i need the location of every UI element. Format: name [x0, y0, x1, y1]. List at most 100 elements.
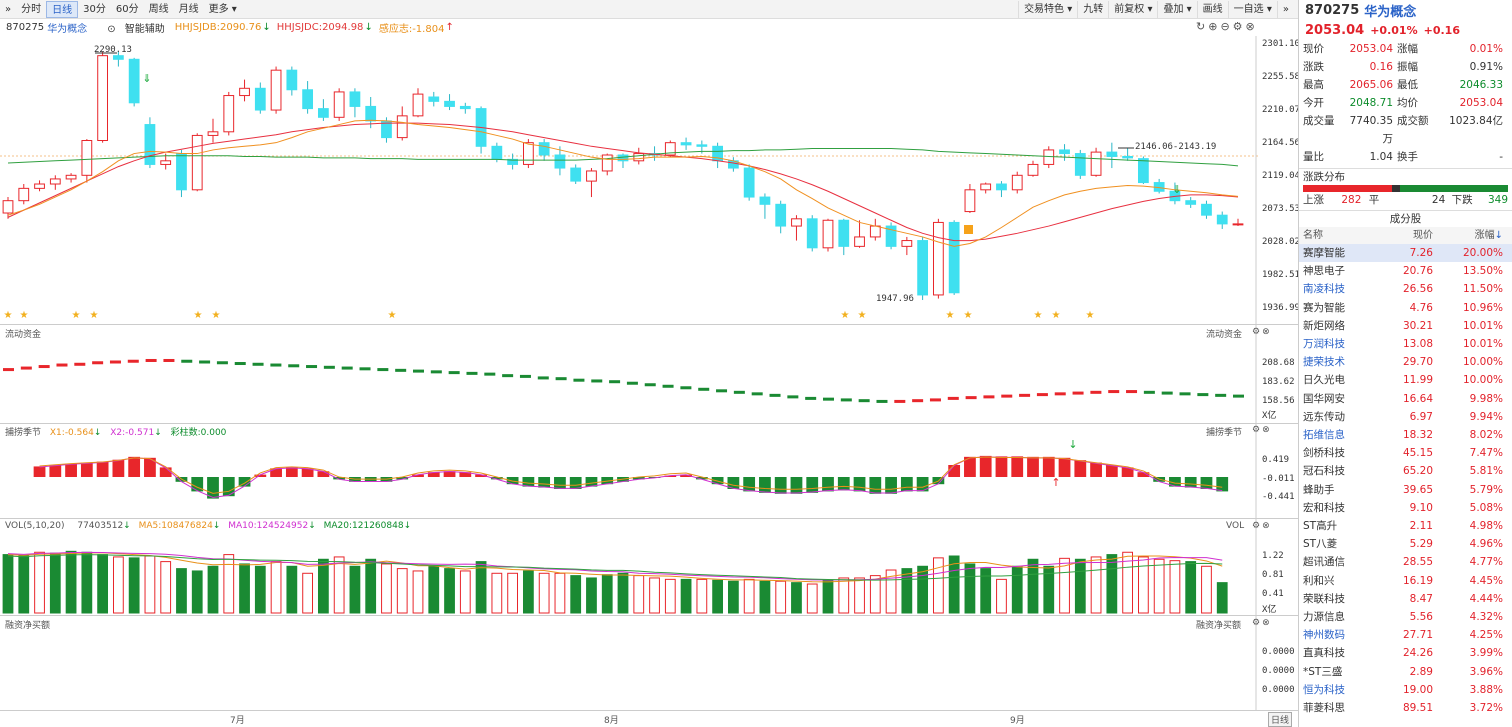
flow-segment [1233, 394, 1244, 398]
stock-row[interactable]: 神思电子 20.76 13.50% [1299, 262, 1512, 280]
tab-more[interactable]: 更多 ▾ [208, 3, 237, 15]
draw-button[interactable]: 画线 [1196, 1, 1228, 18]
assist-toggle[interactable]: ⊙ 智能辅助 [101, 20, 165, 35]
zoom-out-icon[interactable]: ⊖ [1220, 20, 1233, 33]
stock-row[interactable]: 菲菱科思 89.51 3.72% [1299, 699, 1512, 717]
col-pct[interactable]: 涨幅↓ [1433, 227, 1503, 244]
stock-row[interactable]: 国华网安 16.64 9.98% [1299, 390, 1512, 408]
flow-segment [216, 361, 228, 365]
capture-bar [632, 477, 645, 480]
candle-body [743, 167, 755, 198]
stock-row[interactable]: 南凌科技 26.56 11.50% [1299, 280, 1512, 298]
quote-k2-0: 涨幅 [1397, 43, 1418, 55]
capture-bar [869, 477, 882, 494]
tab-60min[interactable]: 60分 [115, 3, 139, 15]
stock-row[interactable]: 宏和科技 9.10 5.08% [1299, 499, 1512, 517]
stock-row[interactable]: 赛为智能 4.76 10.96% [1299, 299, 1512, 317]
stock-row[interactable]: 直真科技 24.26 3.99% [1299, 644, 1512, 662]
candle-body [696, 144, 708, 147]
stock-row[interactable]: 赛摩智能 7.26 20.00% [1299, 244, 1512, 263]
volume-bar [223, 554, 235, 614]
stock-row[interactable]: 拓维信息 18.32 8.02% [1299, 426, 1512, 444]
tab-daily[interactable]: 日线 [46, 0, 79, 18]
close-icon[interactable]: ⊗ [1262, 618, 1272, 628]
stock-price: 65.20 [1402, 465, 1433, 478]
flow-segment [1179, 392, 1191, 396]
overlay-button[interactable]: 叠加 ▾ [1157, 1, 1196, 18]
volume-bar [522, 570, 534, 614]
trade-feature-button[interactable]: 交易特色 ▾ [1018, 1, 1077, 18]
volume-bar [396, 568, 408, 614]
refresh-icon[interactable]: ↻ [1196, 20, 1209, 33]
flow-segment [502, 374, 514, 378]
stock-row[interactable]: 远东传动 6.97 9.94% [1299, 408, 1512, 426]
settings-icon[interactable]: ⚙ [1252, 327, 1263, 337]
jiuzhuan-button[interactable]: 九转 [1077, 1, 1108, 18]
tab-weekly[interactable]: 周线 [148, 3, 169, 15]
divider [0, 423, 1298, 424]
candle-body [1027, 163, 1039, 176]
quote-k1-4: 成交量 [1303, 115, 1335, 127]
stock-row[interactable]: 冠石科技 65.20 5.81% [1299, 462, 1512, 480]
indicator-hhjsjdb: HHJSJDB:2090.76 [174, 21, 262, 33]
stock-row[interactable]: 力源信息 5.56 4.32% [1299, 608, 1512, 626]
settings-icon[interactable]: ⚙ [1252, 521, 1263, 531]
stock-row[interactable]: 利和兴 16.19 4.45% [1299, 572, 1512, 590]
stock-row[interactable]: ST高升 2.11 4.98% [1299, 517, 1512, 535]
flow-label-right: 流动资金 [1206, 330, 1243, 340]
volume-bar [791, 582, 802, 614]
tab-30min[interactable]: 30分 [83, 3, 106, 15]
stock-row[interactable]: 蜂助手 39.65 5.79% [1299, 481, 1512, 499]
collapse-panel-icon[interactable]: » [1276, 1, 1294, 18]
settings-icon[interactable]: ⚙ [1252, 425, 1263, 435]
stock-row[interactable]: 恒为科技 19.00 3.88% [1299, 681, 1512, 699]
stock-row[interactable]: 超讯通信 28.55 4.77% [1299, 553, 1512, 571]
adjust-button[interactable]: 前复权 ▾ [1108, 1, 1157, 18]
flow-segment [698, 387, 710, 391]
watchlist-button[interactable]: 一自选 ▾ [1227, 1, 1277, 18]
flow-panel-controls: ⚙⊗ [1252, 327, 1272, 337]
close-icon[interactable]: ⊗ [1245, 20, 1258, 33]
vol-axis-1: 0.81 [1262, 570, 1284, 580]
zoom-in-icon[interactable]: ⊕ [1208, 20, 1221, 33]
stock-row[interactable]: 荣联科技 8.47 4.44% [1299, 590, 1512, 608]
volume-bar [1137, 556, 1149, 614]
stock-row[interactable]: 剑桥科技 45.15 7.47% [1299, 444, 1512, 462]
capture-bar [1169, 477, 1181, 487]
col-name[interactable]: 名称 [1303, 230, 1323, 241]
vol-panel-controls: ⚙⊗ [1252, 521, 1272, 531]
candle-body [112, 55, 124, 60]
stock-price: 16.19 [1402, 574, 1433, 587]
sidebar-toggle-icon[interactable]: » [5, 3, 12, 15]
stock-row[interactable]: 万润科技 13.08 10.01% [1299, 335, 1512, 353]
assist-toggle-icon: ⊙ [107, 23, 116, 35]
close-icon[interactable]: ⊗ [1262, 425, 1272, 435]
col-price[interactable]: 现价 [1413, 230, 1433, 241]
close-icon[interactable]: ⊗ [1262, 327, 1272, 337]
stock-row[interactable]: 新炬网络 30.21 10.01% [1299, 317, 1512, 335]
stock-row[interactable]: 捷荣技术 29.70 10.00% [1299, 353, 1512, 371]
volume-bar [1122, 551, 1134, 614]
stock-row[interactable]: ST八菱 5.29 4.96% [1299, 535, 1512, 553]
dist-bar-down [1399, 185, 1508, 192]
margin-label: 融资净买额 [5, 621, 51, 631]
capture-bar [80, 462, 93, 477]
candle-body [806, 218, 818, 249]
tab-fenshi[interactable]: 分时 [21, 3, 42, 15]
period-tag[interactable]: 日线 [1268, 712, 1293, 727]
capture-bar [1216, 477, 1229, 492]
stock-row[interactable]: 日久光电 11.99 10.00% [1299, 371, 1512, 389]
candle-body [1059, 149, 1070, 155]
volume-bar [1059, 557, 1070, 614]
dist-flat: 24 [1431, 194, 1446, 206]
settings-icon[interactable]: ⚙ [1252, 618, 1263, 628]
candle-body [349, 91, 361, 107]
stock-row[interactable]: *ST三盛 2.89 3.96% [1299, 663, 1512, 681]
stock-row[interactable]: 神州数码 27.71 4.25% [1299, 626, 1512, 644]
stock-pct: 4.77% [1469, 556, 1503, 569]
close-icon[interactable]: ⊗ [1262, 521, 1272, 531]
volume-bar [1074, 558, 1086, 614]
settings-icon[interactable]: ⚙ [1232, 20, 1246, 33]
tab-monthly[interactable]: 月线 [178, 3, 199, 15]
stock-price: 8.47 [1409, 592, 1433, 605]
